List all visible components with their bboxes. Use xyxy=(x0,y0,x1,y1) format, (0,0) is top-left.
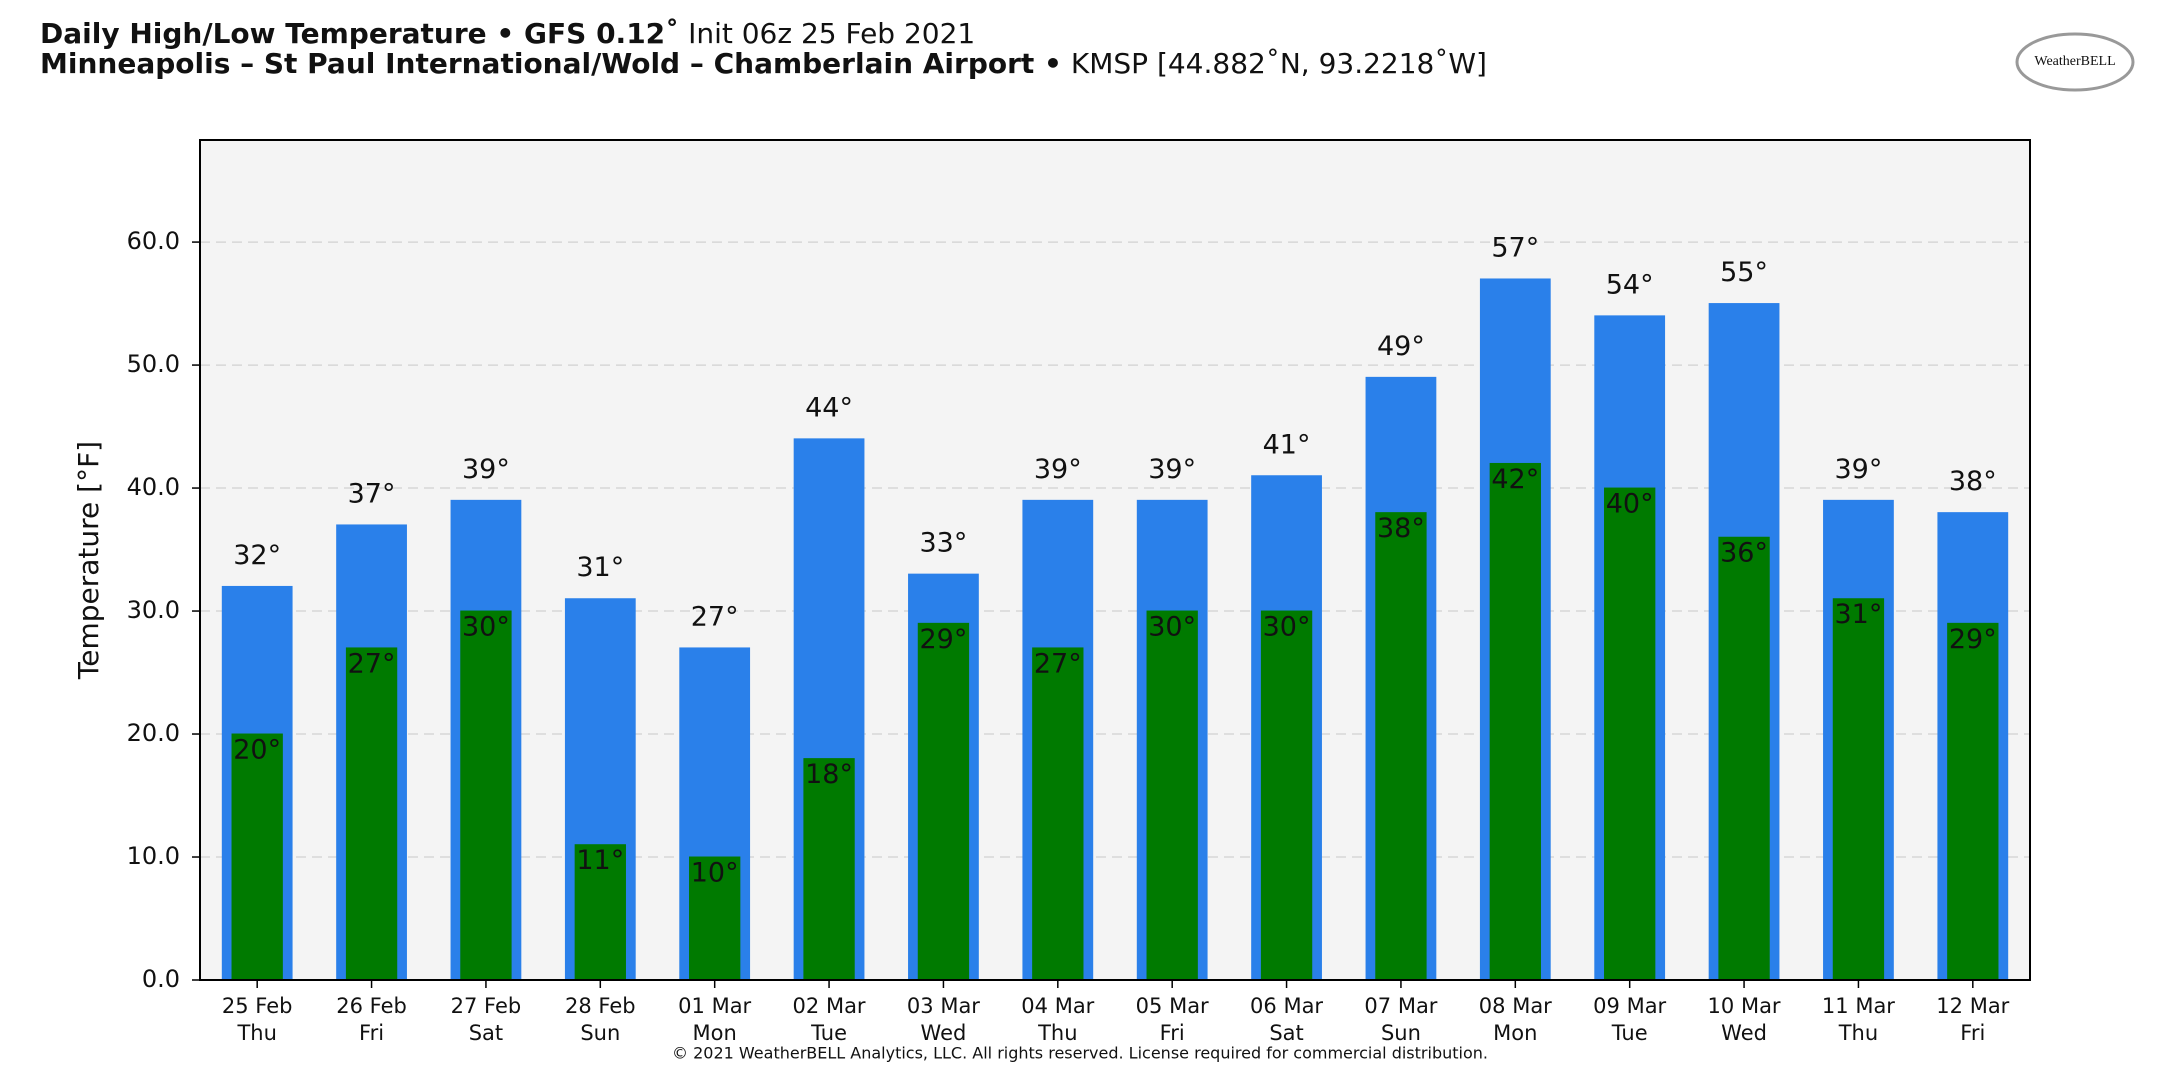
bar xyxy=(917,622,970,981)
value-label: 30° xyxy=(462,612,510,643)
y-axis-label: Temperature [°F] xyxy=(72,441,105,680)
footer: © 2021 WeatherBELL Analytics, LLC. All r… xyxy=(672,1044,1488,1063)
x-tick-label: 09 Mar xyxy=(1593,994,1666,1018)
x-tick-label: Thu xyxy=(236,1021,276,1045)
x-tick-label: Fri xyxy=(1960,1021,1985,1045)
value-label: 42° xyxy=(1491,464,1539,495)
x-tick-label: Sun xyxy=(1381,1021,1421,1045)
y-tick-label: 20.0 xyxy=(127,719,180,747)
x-tick-label: 04 Mar xyxy=(1021,994,1094,1018)
x-tick-label: 06 Mar xyxy=(1250,994,1323,1018)
value-label: 36° xyxy=(1720,538,1768,569)
logo-ring xyxy=(2015,32,2135,92)
station: Minneapolis – St Paul International/Wold… xyxy=(40,47,1062,80)
bar xyxy=(231,733,283,981)
bar xyxy=(1260,610,1313,981)
bar xyxy=(689,856,741,981)
title-main: Daily High/Low Temperature • GFS 0.12˚ xyxy=(40,17,679,50)
bar xyxy=(460,610,512,981)
x-tick-label: Tue xyxy=(1611,1021,1648,1045)
value-label: 37° xyxy=(348,478,396,509)
bar xyxy=(574,844,626,981)
location: KMSP [44.882˚N, 93.2218˚W] xyxy=(1071,47,1487,80)
x-tick-label: 08 Mar xyxy=(1479,994,1552,1018)
value-label: 39° xyxy=(1148,454,1196,485)
value-label: 38° xyxy=(1377,513,1425,544)
x-tick-label: 28 Feb xyxy=(565,994,636,1018)
x-tick-label: Fri xyxy=(359,1021,384,1045)
bar xyxy=(1604,487,1656,981)
x-tick-label: 01 Mar xyxy=(678,994,751,1018)
x-tick-label: Wed xyxy=(921,1021,967,1045)
value-label: 20° xyxy=(233,735,281,766)
value-label: 39° xyxy=(1835,454,1883,485)
x-tick-label: Mon xyxy=(1493,1021,1537,1045)
y-tick-label: 50.0 xyxy=(127,350,180,378)
x-tick-label: Sat xyxy=(1269,1021,1303,1045)
value-label: 38° xyxy=(1949,466,1997,497)
title: Daily High/Low Temperature • GFS 0.12˚ I… xyxy=(40,17,975,50)
y-tick-label: 10.0 xyxy=(127,842,180,870)
x-tick-label: 11 Mar xyxy=(1822,994,1895,1018)
value-label: 39° xyxy=(462,454,510,485)
value-label: 27° xyxy=(1034,648,1082,679)
x-tick-label: 03 Mar xyxy=(907,994,980,1018)
x-tick-label: 02 Mar xyxy=(793,994,866,1018)
x-tick-label: 26 Feb xyxy=(336,994,407,1018)
y-tick-label: 60.0 xyxy=(127,227,180,255)
y-tick-label: 0.0 xyxy=(142,965,180,993)
x-tick-label: Fri xyxy=(1160,1021,1185,1045)
x-tick-label: 05 Mar xyxy=(1136,994,1209,1018)
y-tick-label: 30.0 xyxy=(127,596,180,624)
value-label: 49° xyxy=(1377,331,1425,362)
bar xyxy=(1146,610,1198,981)
value-label: 39° xyxy=(1034,454,1082,485)
value-label: 18° xyxy=(805,759,853,790)
value-label: 41° xyxy=(1263,429,1311,460)
x-tick-label: 12 Mar xyxy=(1936,994,2009,1018)
value-label: 10° xyxy=(691,858,739,889)
title-init: Init 06z 25 Feb 2021 xyxy=(688,17,975,50)
value-label: 44° xyxy=(805,392,853,423)
value-label: 27° xyxy=(691,601,739,632)
logo: WeatherBELL xyxy=(2034,54,2115,69)
value-label: 33° xyxy=(920,528,968,559)
value-label: 29° xyxy=(1949,624,1997,655)
value-label: 11° xyxy=(576,845,624,876)
x-tick-label: Thu xyxy=(1037,1021,1077,1045)
x-tick-label: Tue xyxy=(810,1021,847,1045)
value-label: 29° xyxy=(920,624,968,655)
x-tick-label: Sun xyxy=(580,1021,620,1045)
value-label: 32° xyxy=(233,540,281,571)
x-tick-label: 25 Feb xyxy=(222,994,293,1018)
bar xyxy=(345,647,398,981)
y-tick-label: 40.0 xyxy=(127,473,180,501)
bar xyxy=(1832,598,1885,981)
bar xyxy=(1375,512,1427,981)
x-tick-label: 27 Feb xyxy=(451,994,522,1018)
value-label: 27° xyxy=(348,648,396,679)
x-tick-label: Thu xyxy=(1838,1021,1878,1045)
x-tick-label: 07 Mar xyxy=(1364,994,1437,1018)
value-label: 30° xyxy=(1263,612,1311,643)
bar xyxy=(1718,536,1770,981)
value-label: 31° xyxy=(576,552,624,583)
plot-frame xyxy=(199,139,2031,981)
bar xyxy=(1032,647,1084,981)
x-tick-label: Sat xyxy=(469,1021,503,1045)
value-label: 55° xyxy=(1720,257,1768,288)
value-label: 30° xyxy=(1148,612,1196,643)
x-tick-label: Wed xyxy=(1721,1021,1767,1045)
bar xyxy=(803,758,855,981)
value-label: 40° xyxy=(1606,489,1654,520)
value-label: 57° xyxy=(1491,232,1539,263)
value-label: 54° xyxy=(1606,269,1654,300)
x-tick-label: Mon xyxy=(693,1021,737,1045)
value-label: 31° xyxy=(1835,599,1883,630)
bar xyxy=(1947,622,1999,981)
bar xyxy=(1489,462,1541,981)
subtitle: Minneapolis – St Paul International/Wold… xyxy=(40,47,1487,80)
x-tick-label: 10 Mar xyxy=(1708,994,1781,1018)
